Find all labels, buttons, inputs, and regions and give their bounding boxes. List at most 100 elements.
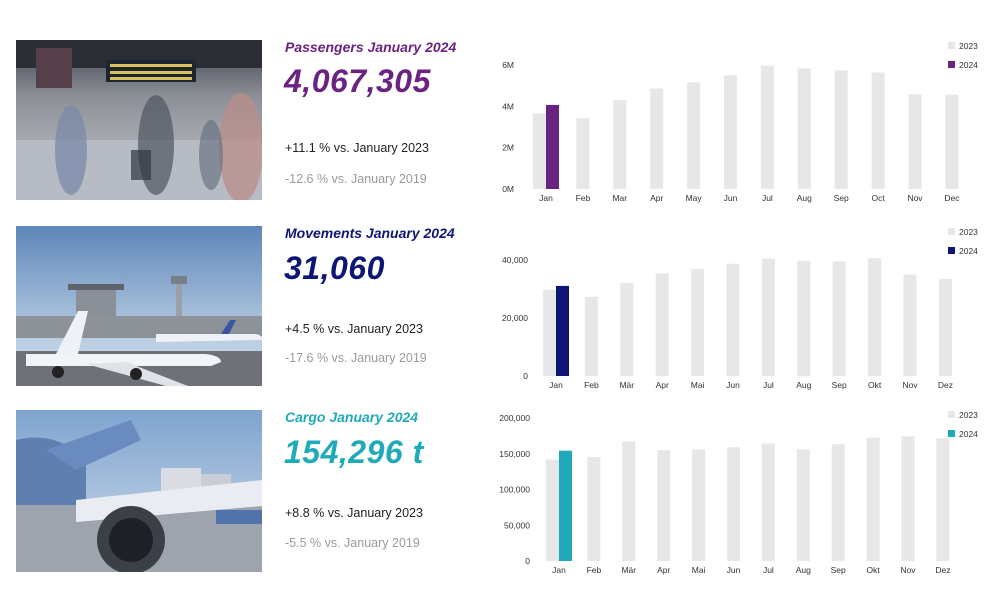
- movements-category-label: Jan: [549, 380, 563, 390]
- cargo-value: 154,296 t: [284, 434, 424, 470]
- movements-legend-swatch-2024: [948, 247, 955, 254]
- movements-category-label: Okt: [868, 380, 882, 390]
- movements-ytick-label: 0: [523, 371, 528, 381]
- passengers-category-label: Nov: [907, 193, 923, 203]
- cargo-legend-swatch-2024: [948, 430, 955, 437]
- cargo-bar-chart: 0 50,000 100,000 150,000 200,000 Jan Feb Mär Apr…: [499, 410, 978, 575]
- cargo-category-label: Mai: [692, 565, 706, 575]
- cargo-title: Cargo January 2024: [285, 409, 419, 425]
- cargo-bar-2023: [622, 441, 636, 561]
- movements-bar-2023: [691, 268, 705, 376]
- passengers-bar-2023: [687, 82, 701, 189]
- passengers-bar-2023: [908, 94, 922, 189]
- cargo-bar-2023: [866, 437, 880, 561]
- cargo-category-label: Nov: [900, 565, 916, 575]
- passengers-bar-2023: [576, 118, 590, 189]
- cargo-category-label: Okt: [866, 565, 880, 575]
- cargo-legend-label-2024: 2024: [959, 429, 978, 439]
- movements-change-2019: -17.6 % vs. January 2019: [285, 351, 427, 365]
- cargo-row: Cargo January 2024 154,296 t +8.8 % vs. …: [0, 0, 1000, 575]
- movements-legend-swatch-2023: [948, 228, 955, 235]
- movements-category-label: Nov: [902, 380, 918, 390]
- cargo-bar-2024: [559, 450, 572, 561]
- movements-bar-2023: [868, 258, 882, 376]
- cargo-ytick-label: 100,000: [499, 485, 530, 495]
- cargo-category-label: Sep: [831, 565, 846, 575]
- cargo-change-2019: -5.5 % vs. January 2019: [285, 536, 420, 550]
- cargo-bar-2023: [831, 444, 845, 561]
- movements-category-label: Jun: [726, 380, 740, 390]
- passengers-bar-2023: [724, 75, 737, 189]
- movements-category-label: Apr: [656, 380, 669, 390]
- passengers-bar-2023: [945, 94, 959, 189]
- cargo-ytick-label: 150,000: [499, 449, 530, 459]
- passengers-bar-2023: [613, 100, 627, 189]
- passengers-category-label: May: [686, 193, 703, 203]
- movements-value: 31,060: [284, 250, 385, 286]
- movements-row: Movements January 2024 31,060 +4.5 % vs.…: [0, 0, 1000, 390]
- movements-category-label: Sep: [832, 380, 847, 390]
- movements-chart: 0 20,000 40,000 Jan Feb Mär Apr Mai Jun Jul Aug Sep…: [490, 222, 990, 397]
- cargo-category-label: Mär: [621, 565, 636, 575]
- cargo-category-label: Dez: [935, 565, 950, 575]
- cargo-legend-label-2023: 2023: [959, 410, 978, 420]
- aircraft-apron-photo: [16, 226, 262, 386]
- passengers-bar-2023: [760, 65, 774, 189]
- passengers-ytick-label: 6M: [502, 60, 514, 70]
- cargo-aircraft-photo: [16, 410, 262, 572]
- movements-bar-2023: [832, 261, 846, 376]
- cargo-chart: 0 50,000 100,000 150,000 200,000 Jan Feb Mär Apr…: [490, 405, 990, 580]
- cargo-bar-2023: [727, 447, 740, 561]
- movements-legend-label-2024: 2024: [959, 246, 978, 256]
- movements-category-label: Jul: [763, 380, 774, 390]
- movements-bar-2023: [726, 263, 740, 376]
- passengers-legend-label-2023: 2023: [959, 41, 978, 51]
- passengers-category-label: Apr: [650, 193, 663, 203]
- passengers-category-label: Jun: [724, 193, 738, 203]
- cargo-category-label: Aug: [796, 565, 811, 575]
- cargo-ytick-label: 0: [525, 556, 530, 566]
- cargo-category-label: Apr: [657, 565, 670, 575]
- passengers-legend-swatch-2024: [948, 61, 955, 68]
- passengers-legend-label-2024: 2024: [959, 60, 978, 70]
- passengers-category-label: Jan: [539, 193, 553, 203]
- passengers-category-label: Mar: [612, 193, 627, 203]
- movements-bar-chart: 0 20,000 40,000 Jan Feb Mär Apr Mai Jun Jul Aug Sep…: [502, 227, 978, 390]
- cargo-change-2023: +8.8 % vs. January 2023: [285, 506, 423, 520]
- cargo-category-label: Jun: [727, 565, 741, 575]
- passengers-category-label: Dec: [944, 193, 960, 203]
- movements-bar-2023: [903, 274, 917, 376]
- passengers-bar-2023: [533, 113, 546, 189]
- passengers-bar-chart: 0M 2M 4M 6M Jan Feb Mar Apr May Jun Jul Aug Sep Oct No…: [502, 41, 978, 203]
- passengers-change-2019: -12.6 % vs. January 2019: [285, 172, 427, 186]
- movements-ytick-label: 20,000: [502, 313, 528, 323]
- passengers-category-label: Jul: [762, 193, 773, 203]
- passengers-change-2023: +11.1 % vs. January 2023: [285, 141, 429, 155]
- cargo-bar-2023: [761, 443, 775, 561]
- passengers-legend-swatch-2023: [948, 42, 955, 49]
- passengers-category-label: Aug: [797, 193, 812, 203]
- cargo-bar-2023: [936, 438, 950, 561]
- movements-bar-2023: [620, 282, 634, 376]
- movements-category-label: Dez: [938, 380, 953, 390]
- passengers-category-label: Sep: [834, 193, 849, 203]
- cargo-category-label: Jul: [763, 565, 774, 575]
- movements-category-label: Mär: [619, 380, 634, 390]
- cargo-ytick-label: 50,000: [504, 520, 530, 530]
- movements-category-label: Aug: [796, 380, 811, 390]
- passengers-bar-2023: [871, 72, 885, 189]
- cargo-bar-2023: [901, 436, 915, 561]
- passengers-bar-2023: [797, 68, 811, 189]
- movements-category-label: Feb: [584, 380, 599, 390]
- passengers-chart: 0M 2M 4M 6M Jan Feb Mar Apr May Jun Jul Aug Sep Oct No…: [490, 36, 990, 206]
- cargo-bar-2023: [692, 449, 706, 561]
- movements-bar-2023: [938, 278, 952, 376]
- cargo-bar-2023: [796, 449, 810, 561]
- passengers-bar-2023: [834, 70, 848, 189]
- movements-bar-2023: [543, 289, 556, 376]
- movements-bar-2023: [761, 258, 775, 376]
- movements-category-label: Mai: [691, 380, 705, 390]
- passengers-bar-2024: [546, 104, 559, 189]
- movements-bar-2023: [584, 296, 598, 376]
- movements-bar-2023: [655, 273, 669, 376]
